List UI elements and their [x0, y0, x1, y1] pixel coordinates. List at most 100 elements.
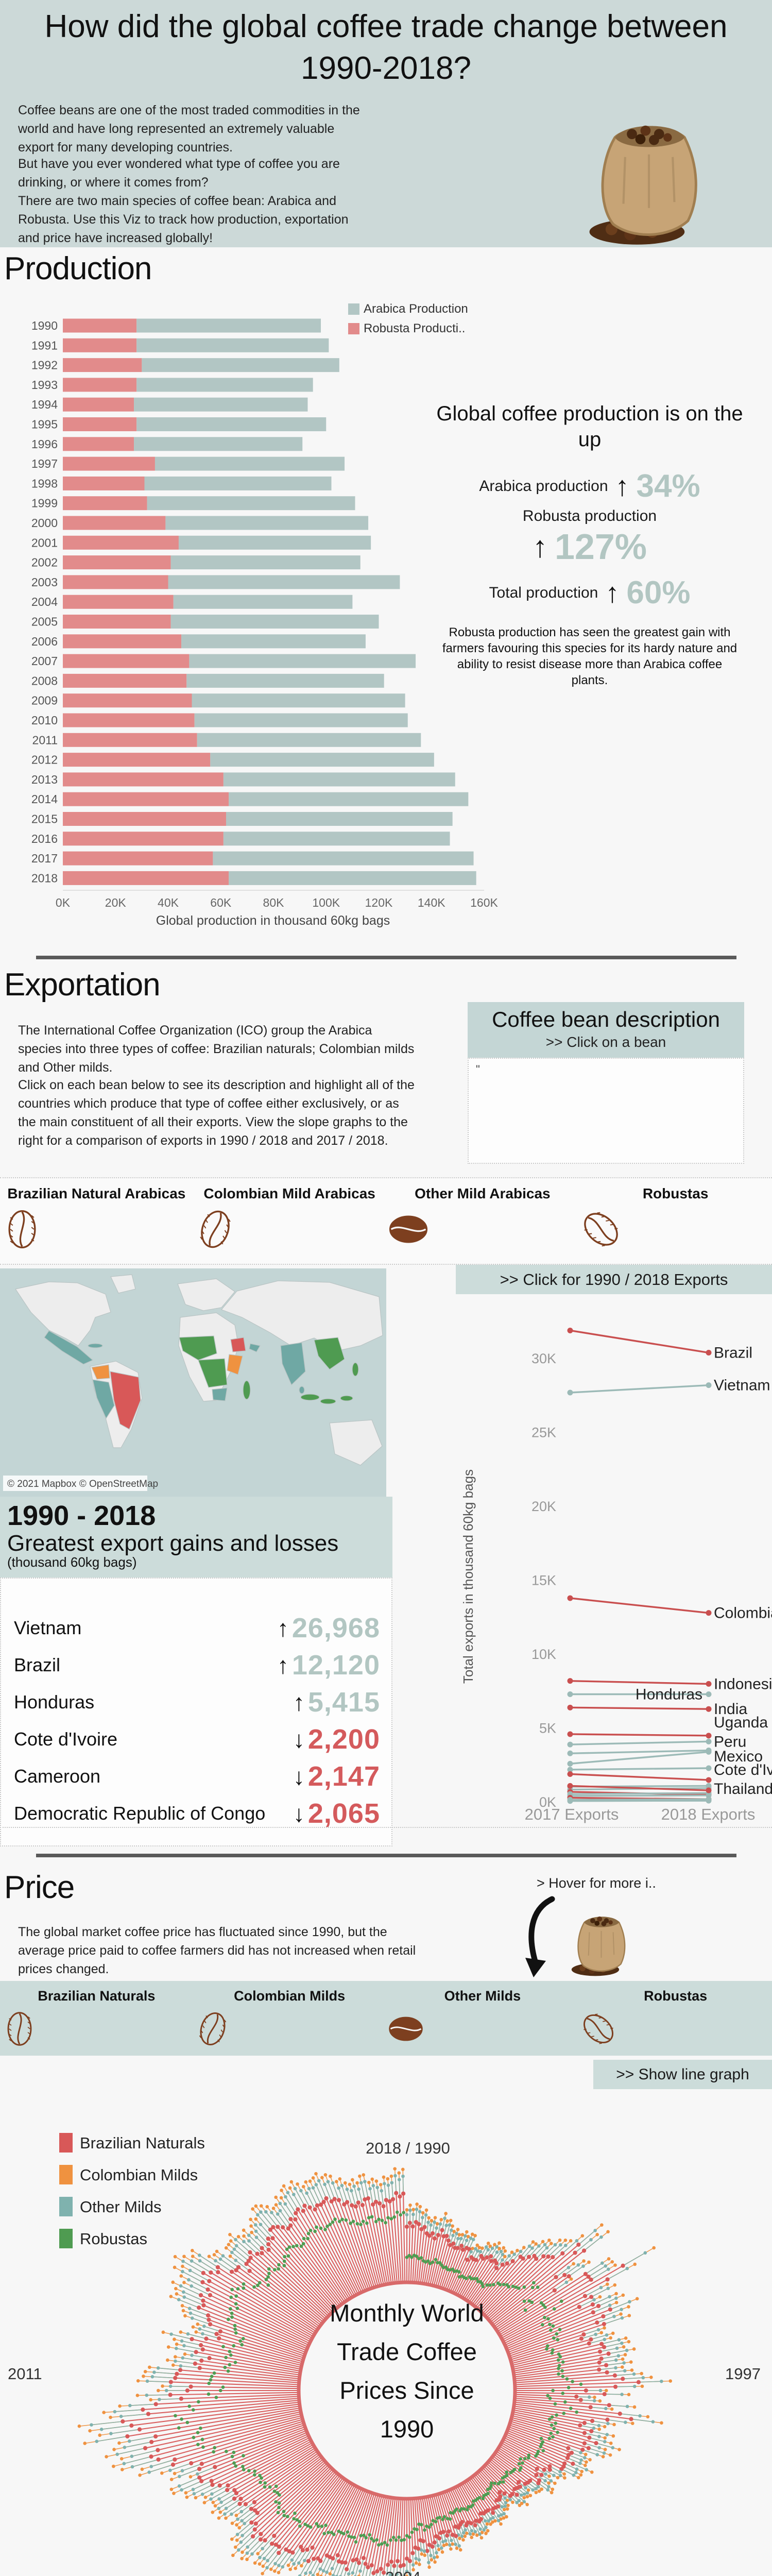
radial-spoke-segment[interactable]	[305, 2558, 314, 2574]
radial-dot[interactable]	[304, 2571, 307, 2575]
radial-dot[interactable]	[282, 2510, 286, 2513]
radial-spoke[interactable]	[268, 2244, 333, 2313]
radial-dot[interactable]	[481, 2256, 485, 2261]
radial-dot[interactable]	[265, 2566, 269, 2570]
radial-dot[interactable]	[614, 2296, 618, 2300]
radial-spoke-segment[interactable]	[623, 2252, 646, 2266]
radial-spoke-segment[interactable]	[607, 2419, 626, 2423]
radial-dot[interactable]	[456, 2236, 460, 2241]
radial-spoke[interactable]	[192, 2338, 302, 2366]
radial-dot[interactable]	[191, 2249, 194, 2252]
radial-spoke[interactable]	[254, 2457, 322, 2511]
radial-dot[interactable]	[534, 2242, 538, 2246]
radial-dot[interactable]	[277, 2263, 281, 2267]
radial-dot[interactable]	[241, 2534, 244, 2537]
radial-dot[interactable]	[500, 2505, 504, 2509]
radial-dot[interactable]	[555, 2413, 558, 2417]
radial-dot[interactable]	[395, 2572, 399, 2576]
radial-dot[interactable]	[381, 2204, 386, 2209]
radial-dot[interactable]	[326, 2180, 330, 2183]
radial-dot[interactable]	[284, 2547, 288, 2552]
radial-spoke[interactable]	[511, 2338, 591, 2362]
radial-dot[interactable]	[478, 2511, 483, 2516]
radial-dot[interactable]	[497, 2247, 501, 2250]
radial-dot[interactable]	[332, 2197, 337, 2201]
radial-dot[interactable]	[278, 2493, 281, 2497]
radial-spoke[interactable]	[351, 2205, 377, 2287]
radial-spoke-segment[interactable]	[375, 2571, 378, 2576]
radial-spoke[interactable]	[287, 2228, 344, 2304]
radial-dot[interactable]	[218, 2510, 222, 2514]
radial-dot[interactable]	[522, 2496, 526, 2500]
radial-dot[interactable]	[407, 2221, 412, 2225]
radial-dot[interactable]	[599, 2331, 604, 2335]
radial-dot[interactable]	[454, 2543, 457, 2546]
radial-spoke-segment[interactable]	[536, 2247, 547, 2259]
radial-dot[interactable]	[617, 2448, 621, 2451]
radial-dot[interactable]	[580, 2469, 584, 2473]
radial-dot[interactable]	[246, 2545, 249, 2549]
radial-dot[interactable]	[606, 2351, 611, 2356]
radial-dot[interactable]	[141, 2407, 145, 2412]
radial-dot[interactable]	[266, 2247, 271, 2252]
radial-dot[interactable]	[375, 2538, 379, 2542]
radial-dot[interactable]	[319, 2574, 323, 2576]
radial-dot[interactable]	[242, 2240, 246, 2244]
radial-dot[interactable]	[464, 2523, 469, 2528]
radial-dot[interactable]	[225, 2488, 230, 2493]
radial-dot[interactable]	[217, 2497, 221, 2501]
radial-spoke[interactable]	[410, 2226, 414, 2283]
radial-dot[interactable]	[556, 2430, 559, 2434]
radial-dot[interactable]	[236, 2548, 241, 2552]
radial-dot[interactable]	[551, 2255, 555, 2260]
radial-spoke[interactable]	[285, 2476, 342, 2550]
radial-spoke[interactable]	[231, 2271, 318, 2331]
bean-button-brazilian-natural-arabicas[interactable]: Brazilian Natural Arabicas	[0, 1178, 193, 1264]
radial-dot[interactable]	[191, 2325, 195, 2329]
radial-spoke[interactable]	[151, 2411, 301, 2443]
radial-dot[interactable]	[292, 2517, 296, 2521]
radial-dot[interactable]	[552, 2288, 557, 2293]
radial-dot[interactable]	[299, 2189, 303, 2193]
radial-dot[interactable]	[527, 2244, 531, 2248]
radial-dot[interactable]	[368, 2187, 372, 2191]
radial-dot[interactable]	[427, 2543, 432, 2547]
radial-dot[interactable]	[276, 2511, 280, 2515]
radial-dot[interactable]	[338, 2177, 342, 2181]
radial-dot[interactable]	[307, 2205, 312, 2210]
radial-spoke[interactable]	[344, 2204, 373, 2289]
radial-spoke-segment[interactable]	[256, 2237, 269, 2250]
radial-spoke[interactable]	[362, 2205, 383, 2286]
bar-segment-robusta[interactable]	[63, 378, 137, 392]
radial-spoke-segment[interactable]	[564, 2463, 577, 2470]
price-bean-button-brazilian-naturals[interactable]: Brazilian Naturals	[0, 1981, 193, 2056]
radial-dot[interactable]	[525, 2503, 529, 2506]
radial-dot[interactable]	[470, 2535, 474, 2539]
bar-segment-arabica[interactable]	[229, 792, 469, 806]
radial-dot[interactable]	[630, 2368, 634, 2372]
radial-dot[interactable]	[330, 2531, 334, 2534]
radial-spoke[interactable]	[514, 2394, 577, 2397]
radial-dot[interactable]	[457, 2275, 461, 2279]
radial-dot[interactable]	[620, 2341, 624, 2345]
radial-spoke[interactable]	[514, 2369, 599, 2380]
radial-dot[interactable]	[571, 2380, 574, 2383]
radial-dot[interactable]	[311, 2176, 315, 2180]
radial-dot[interactable]	[230, 2250, 234, 2255]
radial-dot[interactable]	[287, 2549, 291, 2554]
radial-spoke[interactable]	[219, 2439, 311, 2486]
bar-segment-robusta[interactable]	[63, 338, 137, 352]
radial-dot[interactable]	[331, 2573, 335, 2576]
radial-spoke[interactable]	[306, 2482, 350, 2550]
radial-dot[interactable]	[196, 2443, 200, 2447]
radial-dot[interactable]	[307, 2187, 311, 2191]
radial-dot[interactable]	[228, 2254, 232, 2258]
radial-spoke-segment[interactable]	[96, 2436, 128, 2442]
radial-spoke[interactable]	[371, 2496, 386, 2566]
radial-dot[interactable]	[268, 2485, 272, 2489]
radial-dot[interactable]	[535, 2466, 539, 2471]
radial-dot[interactable]	[259, 2210, 263, 2214]
radial-dot[interactable]	[587, 2395, 591, 2399]
radial-dot[interactable]	[612, 2422, 616, 2427]
